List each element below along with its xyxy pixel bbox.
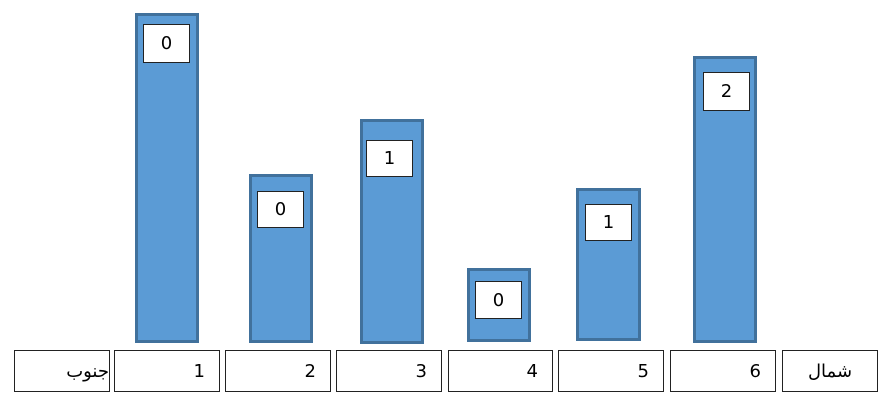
- bar: [135, 13, 199, 343]
- number-cell: 6: [670, 350, 776, 392]
- number-cell: 4: [448, 350, 553, 392]
- direction-cell: جنوب: [14, 350, 110, 392]
- bar-label: 0: [475, 281, 522, 319]
- number-cell: 2: [225, 350, 331, 392]
- bar-label: 1: [585, 204, 632, 241]
- number-cell: 3: [336, 350, 442, 392]
- bar-label: 1: [366, 140, 413, 177]
- number-cell: 1: [114, 350, 220, 392]
- bar-label: 2: [703, 72, 750, 111]
- direction-cell: شمال: [782, 350, 878, 392]
- number-cell: 5: [558, 350, 664, 392]
- bar-label: 0: [143, 24, 190, 63]
- bar-label: 0: [257, 191, 304, 228]
